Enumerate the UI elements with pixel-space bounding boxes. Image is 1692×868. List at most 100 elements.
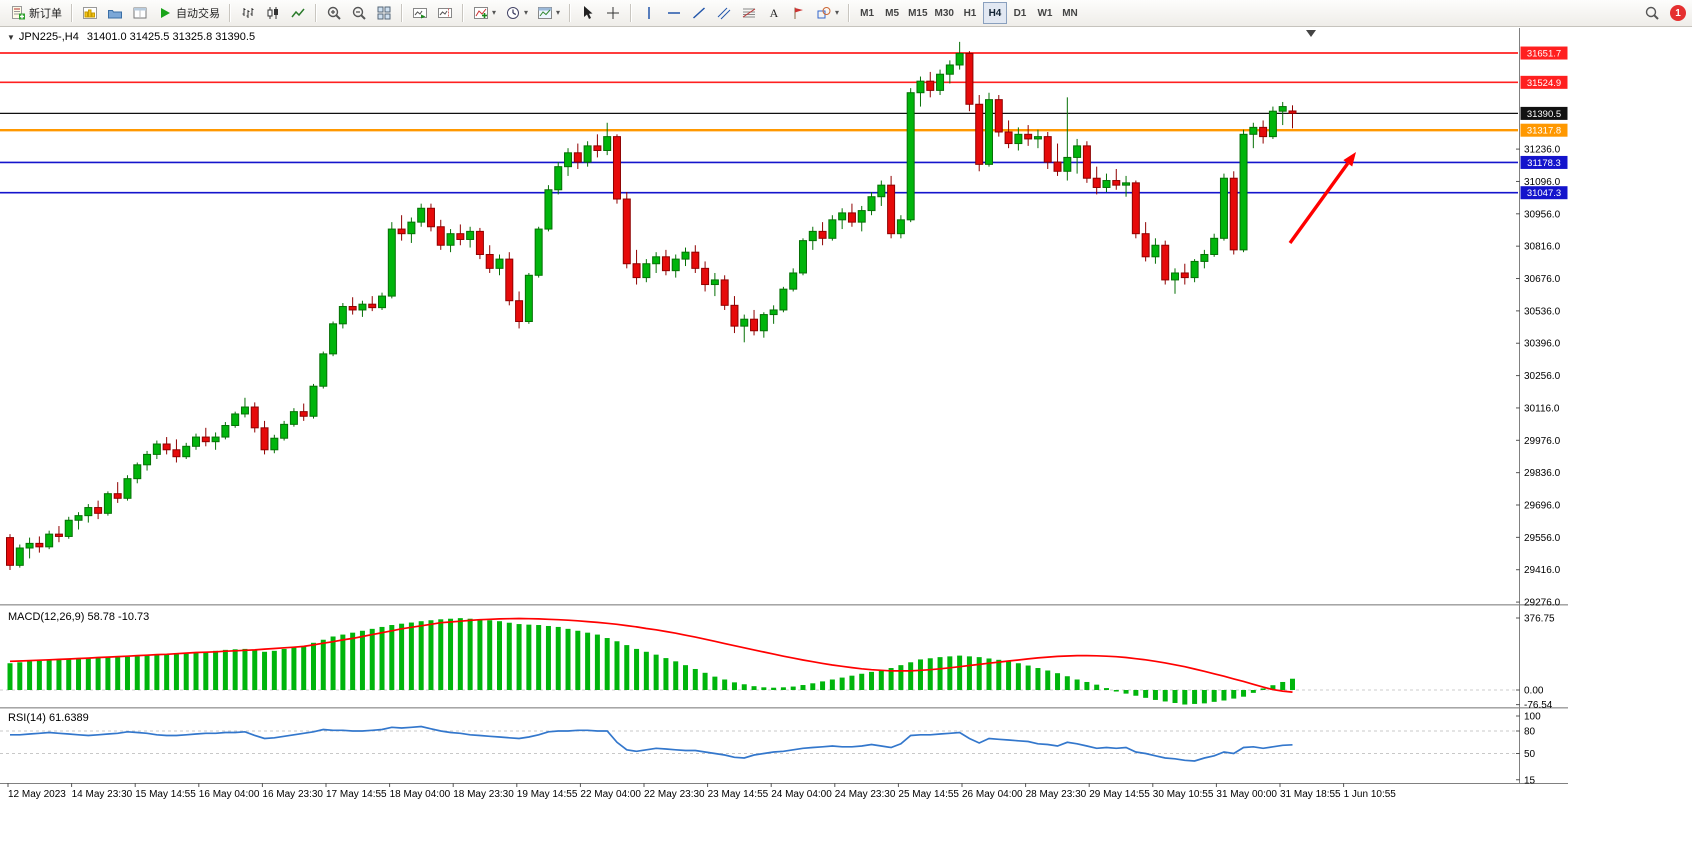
price-badge-31317.8: 31317.8: [1520, 123, 1568, 137]
crosshair-button[interactable]: [601, 2, 625, 24]
fibonacci-icon: [741, 5, 757, 21]
svg-text:23 May 14:55: 23 May 14:55: [708, 789, 769, 800]
macd-signal-line: [9, 617, 1293, 693]
toolbar: 新订单 自动交易 ▾ ▾ ▾ A ▾ M1 M5 M15 M30 H1 H4 D1 W1 MN 1: [0, 0, 1692, 27]
periods-button[interactable]: ▾: [501, 2, 532, 24]
svg-text:31317.8: 31317.8: [1527, 126, 1561, 137]
label-icon: [791, 5, 807, 21]
toolbar-separator: [848, 4, 851, 22]
timeframe-button-m30[interactable]: M30: [932, 2, 957, 24]
price-badge-31651.7: 31651.7: [1520, 46, 1568, 60]
svg-text:30816.0: 30816.0: [1524, 242, 1561, 253]
bars-view-button[interactable]: [236, 2, 260, 24]
shapes-icon: [816, 5, 832, 21]
svg-text:17 May 14:55: 17 May 14:55: [326, 789, 387, 800]
trendline-button[interactable]: [687, 2, 711, 24]
timeframe-button-h4[interactable]: H4: [982, 2, 1007, 24]
new-order-button[interactable]: 新订单: [6, 2, 66, 24]
arrow-annotation[interactable]: [1288, 152, 1356, 244]
notification-badge[interactable]: 1: [1670, 5, 1686, 21]
candles-view-button[interactable]: [261, 2, 285, 24]
current-price-badge: 31390.5: [1520, 106, 1568, 120]
templates-button[interactable]: ▾: [533, 2, 564, 24]
svg-text:29556.0: 29556.0: [1524, 533, 1561, 544]
trendline-icon: [691, 5, 707, 21]
line-view-button[interactable]: [286, 2, 310, 24]
svg-text:30116.0: 30116.0: [1524, 403, 1560, 414]
horizontal-level-lines[interactable]: [0, 52, 1518, 194]
svg-text:25 May 14:55: 25 May 14:55: [898, 789, 959, 800]
panel-separators[interactable]: [0, 28, 1568, 784]
zoom-in-icon: [326, 5, 342, 21]
autotrading-button-label: 自动交易: [176, 8, 220, 20]
collapse-arrow-icon[interactable]: ▼: [7, 33, 15, 42]
autoscroll-button[interactable]: [408, 2, 432, 24]
hline-button[interactable]: [662, 2, 686, 24]
svg-text:31390.5: 31390.5: [1527, 109, 1561, 120]
svg-text:30956.0: 30956.0: [1524, 209, 1561, 220]
timeframe-button-h1[interactable]: H1: [958, 2, 982, 24]
svg-text:22 May 23:30: 22 May 23:30: [644, 789, 705, 800]
macd-panel: 376.75 0.00 -76.54: [0, 614, 1555, 711]
candles-layer: [6, 41, 1297, 570]
svg-text:18 May 23:30: 18 May 23:30: [453, 789, 514, 800]
autotrading-button[interactable]: 自动交易: [153, 2, 224, 24]
tile-windows-button[interactable]: [372, 2, 396, 24]
label-button[interactable]: [787, 2, 811, 24]
zoom-out-button[interactable]: [347, 2, 371, 24]
svg-text:31178.3: 31178.3: [1527, 158, 1561, 169]
timeframe-button-m5[interactable]: M5: [880, 2, 904, 24]
toolbar-separator: [315, 4, 317, 22]
svg-text:12 May 2023: 12 May 2023: [8, 789, 66, 800]
text-button[interactable]: A: [762, 2, 786, 24]
svg-text:29836.0: 29836.0: [1524, 468, 1561, 479]
profiles-button[interactable]: [103, 2, 127, 24]
chart-shift-button[interactable]: [433, 2, 457, 24]
time-axis: 12 May 2023 14 May 23:30 15 May 14:55 16 Ma…: [7, 783, 1396, 800]
crosshair-icon: [605, 5, 621, 21]
rsi-line: [10, 725, 1293, 762]
timeframe-button-w1[interactable]: W1: [1033, 2, 1057, 24]
indicators-button[interactable]: ▾: [469, 2, 500, 24]
chart-shift-icon: [437, 5, 453, 21]
chevron-down-icon: ▾: [556, 8, 561, 17]
timeframe-button-d1[interactable]: D1: [1008, 2, 1032, 24]
channel-icon: [716, 5, 732, 21]
fibonacci-button[interactable]: [737, 2, 761, 24]
timeframe-button-m15[interactable]: M15: [905, 2, 930, 24]
svg-text:24 May 04:00: 24 May 04:00: [771, 789, 832, 800]
price-axis-labels: 31236.0 31096.0 30956.0 30816.0 30676.0 30536…: [1516, 145, 1561, 609]
candles-chart-icon: [265, 5, 281, 21]
svg-text:31236.0: 31236.0: [1524, 145, 1561, 156]
svg-text:100: 100: [1524, 712, 1541, 723]
price-badge-31178.3: 31178.3: [1520, 155, 1568, 169]
svg-text:14 May 23:30: 14 May 23:30: [72, 789, 133, 800]
svg-text:31 May 18:55: 31 May 18:55: [1280, 789, 1341, 800]
search-button[interactable]: [1640, 2, 1664, 24]
new-chart-button[interactable]: [78, 2, 102, 24]
svg-text:50: 50: [1524, 749, 1536, 760]
svg-text:16 May 23:30: 16 May 23:30: [262, 789, 323, 800]
svg-text:24 May 23:30: 24 May 23:30: [835, 789, 896, 800]
timeframe-button-m1[interactable]: M1: [855, 2, 879, 24]
cursor-button[interactable]: [576, 2, 600, 24]
channel-button[interactable]: [712, 2, 736, 24]
svg-text:29416.0: 29416.0: [1524, 565, 1561, 576]
shapes-button[interactable]: ▾: [812, 2, 843, 24]
autotrading-icon: [157, 5, 173, 21]
chart-shift-marker[interactable]: [1306, 30, 1316, 37]
timeframe-button-mn[interactable]: MN: [1058, 2, 1082, 24]
toolbar-separator: [569, 4, 572, 22]
data-window-button[interactable]: [128, 2, 152, 24]
zoom-in-button[interactable]: [322, 2, 346, 24]
line-chart-icon: [290, 5, 306, 21]
vline-button[interactable]: [637, 2, 661, 24]
toolbar-separator: [229, 4, 231, 22]
svg-text:31047.3: 31047.3: [1527, 188, 1561, 199]
rsi-indicator-label: RSI(14) 61.6389: [8, 712, 89, 724]
search-icon: [1644, 5, 1660, 21]
macd-indicator-label: MACD(12,26,9) 58.78 -10.73: [8, 611, 150, 623]
zoom-out-icon: [351, 5, 367, 21]
hline-icon: [666, 5, 682, 21]
